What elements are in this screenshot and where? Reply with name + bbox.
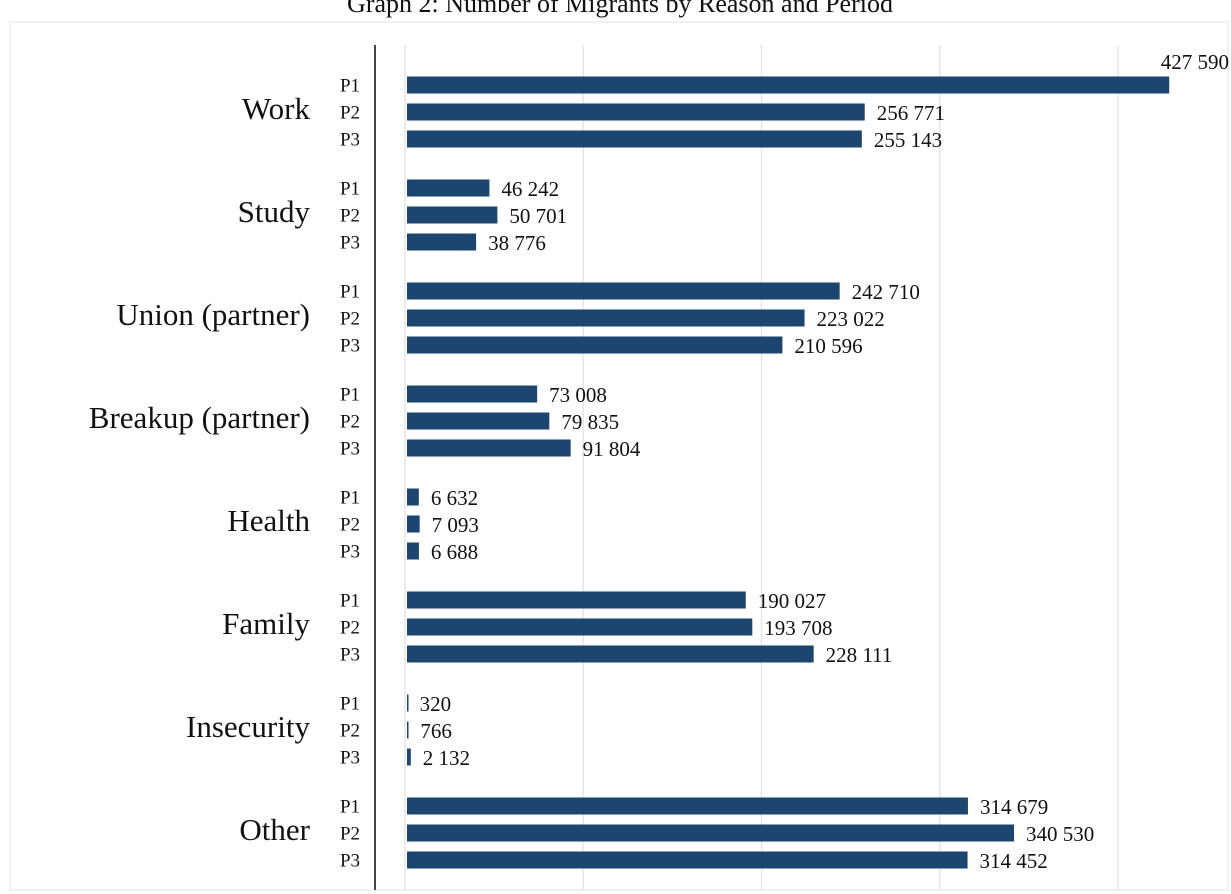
bar — [407, 412, 550, 430]
bar — [407, 130, 862, 148]
bar — [407, 488, 419, 506]
series-label: P1 — [340, 487, 360, 508]
series-label: P3 — [340, 335, 360, 356]
category-label: Study — [238, 194, 311, 229]
value-label: 193 708 — [764, 616, 832, 640]
series-label: P2 — [340, 411, 360, 432]
category-label: Breakup (partner) — [89, 400, 310, 435]
bar — [407, 206, 498, 224]
value-label: 427 590 — [1161, 50, 1229, 74]
bar — [407, 748, 411, 766]
bar — [407, 282, 840, 300]
value-label: 38 776 — [488, 231, 546, 255]
category-label: Health — [227, 503, 310, 538]
series-label: P1 — [340, 384, 360, 405]
value-label: 91 804 — [583, 437, 641, 461]
bar — [407, 694, 409, 712]
series-label: P3 — [340, 541, 360, 562]
chart-title: Graph 2: Number of Migrants by Reason an… — [347, 0, 893, 18]
series-label: P2 — [340, 514, 360, 535]
value-label: 340 530 — [1026, 822, 1094, 846]
value-label: 73 008 — [549, 383, 607, 407]
value-label: 228 111 — [826, 643, 893, 667]
series-label: P2 — [340, 823, 360, 844]
bar — [407, 103, 865, 121]
bar — [407, 179, 490, 197]
bar — [407, 618, 753, 636]
series-label: P3 — [340, 850, 360, 871]
series-label: P2 — [340, 308, 360, 329]
bar — [407, 515, 420, 533]
value-label: 320 — [420, 692, 452, 716]
value-label: 2 132 — [423, 746, 470, 770]
series-label: P3 — [340, 232, 360, 253]
value-label: 79 835 — [561, 410, 619, 434]
value-label: 255 143 — [874, 128, 942, 152]
category-label: Work — [242, 91, 311, 126]
value-label: 6 632 — [431, 486, 478, 510]
plot-frame — [9, 21, 1229, 891]
series-label: P3 — [340, 438, 360, 459]
series-label: P1 — [340, 796, 360, 817]
value-label: 7 093 — [432, 513, 479, 537]
bar — [407, 233, 477, 251]
grid — [404, 45, 1119, 890]
series-label: P2 — [340, 720, 360, 741]
series-label: P3 — [340, 747, 360, 768]
series-label: P2 — [340, 617, 360, 638]
value-label: 766 — [420, 719, 452, 743]
series-label: P2 — [340, 102, 360, 123]
value-label: 46 242 — [501, 177, 559, 201]
category-label: Union (partner) — [116, 297, 310, 332]
bar — [407, 385, 538, 403]
bar — [407, 309, 805, 327]
bar — [407, 336, 783, 354]
value-label: 210 596 — [794, 334, 862, 358]
bar — [407, 439, 571, 457]
series-label: P1 — [340, 75, 360, 96]
value-label: 223 022 — [817, 307, 885, 331]
value-label: 6 688 — [431, 540, 478, 564]
bar — [407, 591, 746, 609]
bar — [407, 851, 968, 869]
value-label: 314 452 — [980, 849, 1048, 873]
value-label: 242 710 — [852, 280, 920, 304]
bar — [407, 542, 419, 560]
bar — [407, 721, 409, 739]
series-label: P1 — [340, 693, 360, 714]
bar — [407, 645, 814, 663]
series-label: P3 — [340, 129, 360, 150]
series-label: P1 — [340, 590, 360, 611]
bar — [407, 76, 1170, 94]
value-label: 190 027 — [758, 589, 826, 613]
value-label: 314 679 — [980, 795, 1048, 819]
bar — [407, 797, 968, 815]
bar — [407, 824, 1015, 842]
series-label: P3 — [340, 644, 360, 665]
category-label: Family — [222, 606, 310, 641]
value-label: 256 771 — [877, 101, 945, 125]
category-label: Other — [239, 812, 310, 847]
category-label: Insecurity — [186, 709, 310, 744]
value-label: 50 701 — [509, 204, 567, 228]
series-label: P2 — [340, 205, 360, 226]
series-label: P1 — [340, 178, 360, 199]
series-label: P1 — [340, 281, 360, 302]
